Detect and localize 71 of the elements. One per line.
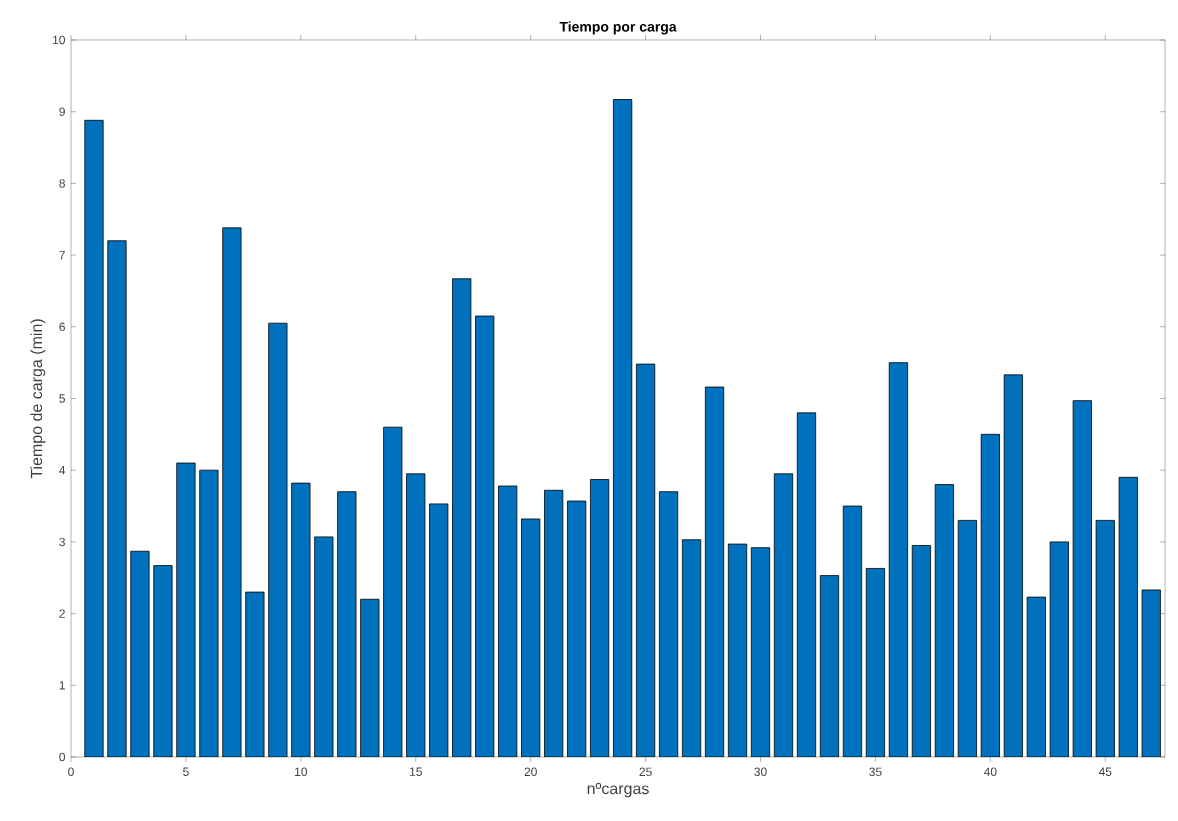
bar	[1096, 520, 1115, 757]
bar	[199, 470, 219, 757]
bar	[636, 364, 655, 757]
bar	[383, 427, 402, 757]
bar	[314, 536, 334, 757]
bar	[912, 545, 931, 757]
bar	[521, 518, 540, 757]
x-tick-label: 20	[524, 767, 537, 777]
bar	[613, 99, 632, 757]
y-tick-label: 5	[59, 394, 65, 403]
bar	[935, 484, 954, 757]
bar	[751, 547, 770, 757]
bar	[889, 362, 908, 757]
bar	[728, 544, 747, 757]
y-tick-label: 7	[59, 250, 65, 260]
x-tick-label: 15	[410, 767, 422, 776]
y-tick-label: 1	[59, 681, 65, 690]
bar	[498, 485, 517, 757]
bar	[682, 539, 701, 757]
y-tick-label: 0	[59, 752, 66, 762]
bar	[1050, 541, 1069, 757]
bar	[245, 592, 265, 757]
x-tick-label: 0	[68, 767, 74, 777]
bar	[268, 323, 288, 757]
bar	[84, 120, 104, 757]
bar	[291, 483, 311, 757]
x-tick-label: 40	[983, 767, 997, 777]
bar	[705, 387, 724, 757]
bar	[1119, 477, 1138, 757]
bar	[843, 506, 862, 757]
bar	[774, 473, 793, 757]
y-tick-label: 4	[59, 466, 66, 475]
x-tick-label: 35	[869, 767, 882, 777]
bar	[820, 575, 839, 757]
bar	[1027, 597, 1046, 757]
bar	[475, 316, 494, 757]
bar	[544, 490, 563, 757]
bar	[1073, 400, 1092, 757]
y-tick-label: 6	[59, 322, 65, 332]
bar	[360, 599, 379, 757]
bar	[797, 412, 816, 757]
bar	[567, 501, 586, 757]
bar	[406, 473, 425, 757]
bar	[958, 520, 977, 757]
bar	[107, 240, 127, 757]
x-tick-label: 10	[295, 767, 308, 777]
bar	[222, 227, 242, 757]
y-tick-label: 9	[59, 107, 65, 116]
x-tick-label: 25	[639, 767, 652, 777]
y-tick-label: 2	[59, 609, 65, 618]
bar	[1004, 374, 1023, 757]
bar	[590, 479, 609, 757]
bar	[176, 463, 196, 757]
y-tick-label: 8	[59, 179, 65, 188]
y-axis-title: Tiempo de carga (min)	[30, 319, 46, 479]
bar	[153, 565, 173, 757]
chart-title: Tiempo por carga	[559, 21, 677, 35]
bar	[337, 491, 356, 757]
y-tick-label: 10	[53, 35, 66, 45]
bar	[130, 551, 150, 757]
bar	[1141, 589, 1161, 757]
bar	[452, 278, 471, 757]
x-tick-label: 30	[754, 767, 767, 777]
bar	[866, 568, 885, 757]
x-tick-label: 45	[1098, 767, 1112, 776]
x-tick-label: 5	[183, 767, 189, 776]
bar	[659, 491, 678, 757]
bar	[981, 434, 1000, 757]
x-axis-title: nºcargas	[587, 782, 649, 798]
bar	[429, 503, 448, 757]
y-tick-label: 3	[59, 537, 65, 547]
